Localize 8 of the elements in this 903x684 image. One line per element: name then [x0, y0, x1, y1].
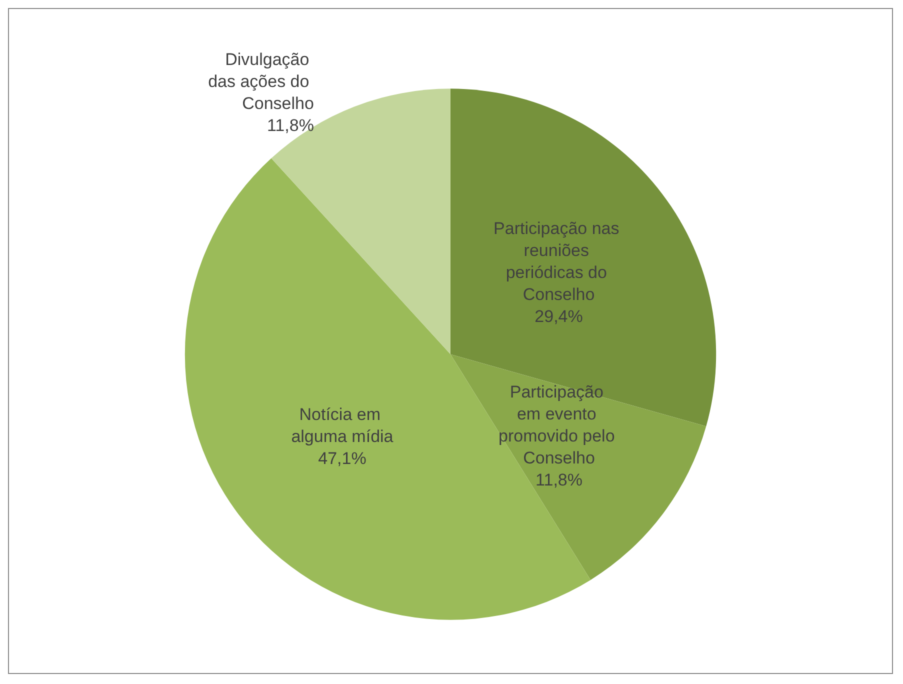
data-label: 11,8%: [536, 470, 582, 490]
slice-label: Divulgação das ações do Conselho: [208, 50, 314, 114]
slice-label: Notícia em alguma mídia: [291, 404, 394, 446]
data-label: 11,8%: [266, 116, 314, 136]
slice-label: Participação em evento promovido pelo Conselho: [498, 382, 620, 468]
data-label: 29,4%: [534, 306, 583, 326]
data-label: 47,1%: [318, 448, 366, 468]
slice-label: Participação nas reuniões periódicas do Conselho: [494, 218, 624, 304]
